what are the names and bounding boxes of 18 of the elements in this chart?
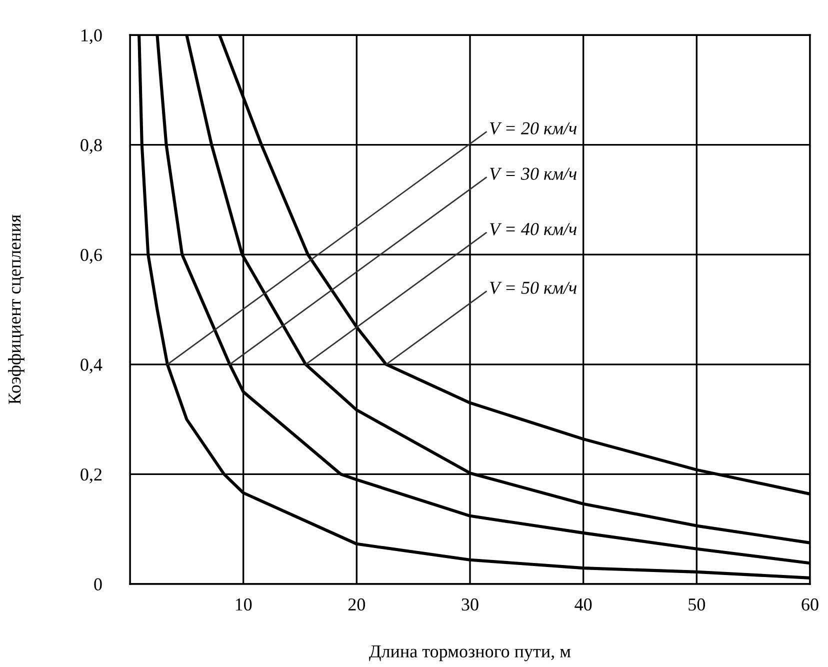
y-tick-label: 0,4 bbox=[80, 358, 102, 374]
y-tick-label: 1,0 bbox=[82, 29, 102, 44]
x-tick-label: 20 bbox=[348, 598, 366, 611]
x-tick-label: 40 bbox=[574, 598, 592, 611]
x-tick-label: 10 bbox=[236, 598, 252, 611]
x-tick-label: 60 bbox=[802, 598, 818, 611]
annotation: V = 50 км/ч bbox=[490, 282, 576, 294]
annotation: V = 20 км/ч bbox=[490, 122, 576, 135]
x-tick-label: 50 bbox=[688, 598, 706, 611]
annotation: V = 40 км/ч bbox=[490, 223, 576, 236]
y-axis-title: Коэффициент сцепления bbox=[8, 214, 24, 404]
y-tick-label: 0,8 bbox=[80, 139, 102, 154]
y-tick-label: 0 bbox=[94, 578, 102, 590]
x-tick-label: 30 bbox=[462, 598, 478, 611]
annotation: V = 30 км/ч bbox=[490, 168, 576, 180]
x-axis-title: Длина тормозного пути, м bbox=[369, 645, 571, 662]
y-tick-label: 0,6 bbox=[80, 248, 102, 264]
y-tick-label: 0,2 bbox=[80, 468, 102, 484]
